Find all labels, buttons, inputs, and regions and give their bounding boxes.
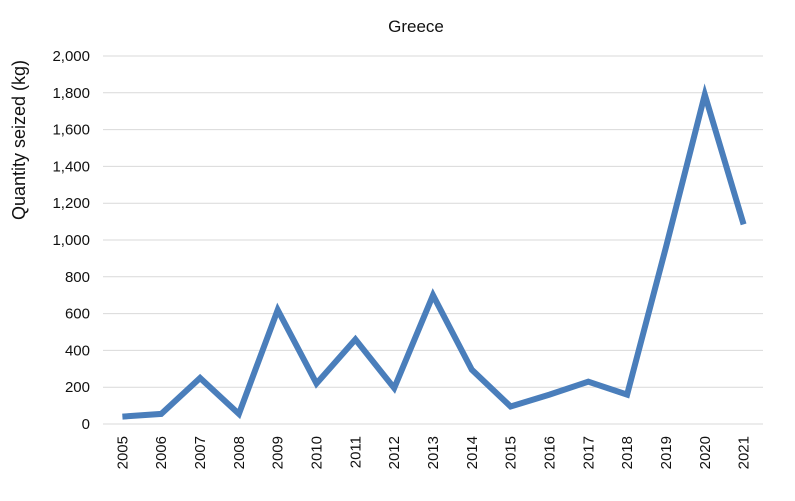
x-tick-label: 2011 — [347, 436, 364, 468]
x-tick-label: 2020 — [697, 436, 714, 469]
x-axis-ticks: 2005 2006 2007 2008 2009 2010 2011 2012 2013 2014… — [114, 436, 752, 469]
x-tick-label: 2012 — [386, 436, 403, 469]
x-tick-label: 2007 — [192, 436, 209, 469]
y-tick-label: 1,000 — [52, 232, 90, 249]
y-axis-label: Quantity seized (kg) — [9, 60, 29, 220]
x-tick-label: 2015 — [503, 436, 520, 469]
series-layer — [122, 83, 747, 420]
y-tick-label: 200 — [65, 379, 90, 396]
x-tick-label: 2017 — [580, 436, 597, 469]
x-tick-label: 2016 — [541, 436, 558, 469]
y-tick-label: 1,400 — [52, 158, 90, 175]
y-tick-label: 1,200 — [52, 195, 90, 212]
y-tick-label: 400 — [65, 342, 90, 359]
x-tick-label: 2013 — [425, 436, 442, 469]
y-tick-label: 1,800 — [52, 85, 90, 102]
y-axis-ticks: 0 200 400 600 800 1,000 1,200 1,400 1,600 1,800 2,… — [52, 48, 90, 433]
x-tick-label: 2014 — [464, 436, 481, 469]
x-tick-label: 2008 — [231, 436, 248, 469]
x-tick-label: 2019 — [658, 436, 675, 469]
y-tick-label: 800 — [65, 269, 90, 286]
x-tick-label: 2021 — [736, 436, 753, 469]
chart-title: Greece — [388, 17, 444, 36]
series-line — [122, 83, 747, 420]
x-tick-label: 2018 — [619, 436, 636, 469]
x-tick-label: 2005 — [114, 436, 131, 469]
y-tick-label: 600 — [65, 306, 90, 323]
x-tick-label: 2009 — [270, 436, 287, 469]
y-tick-label: 0 — [82, 416, 90, 433]
x-tick-label: 2006 — [153, 436, 170, 469]
x-tick-label: 2010 — [309, 436, 326, 469]
gridlines — [103, 55, 763, 425]
y-tick-label: 2,000 — [52, 48, 90, 65]
y-tick-label: 1,600 — [52, 122, 90, 139]
